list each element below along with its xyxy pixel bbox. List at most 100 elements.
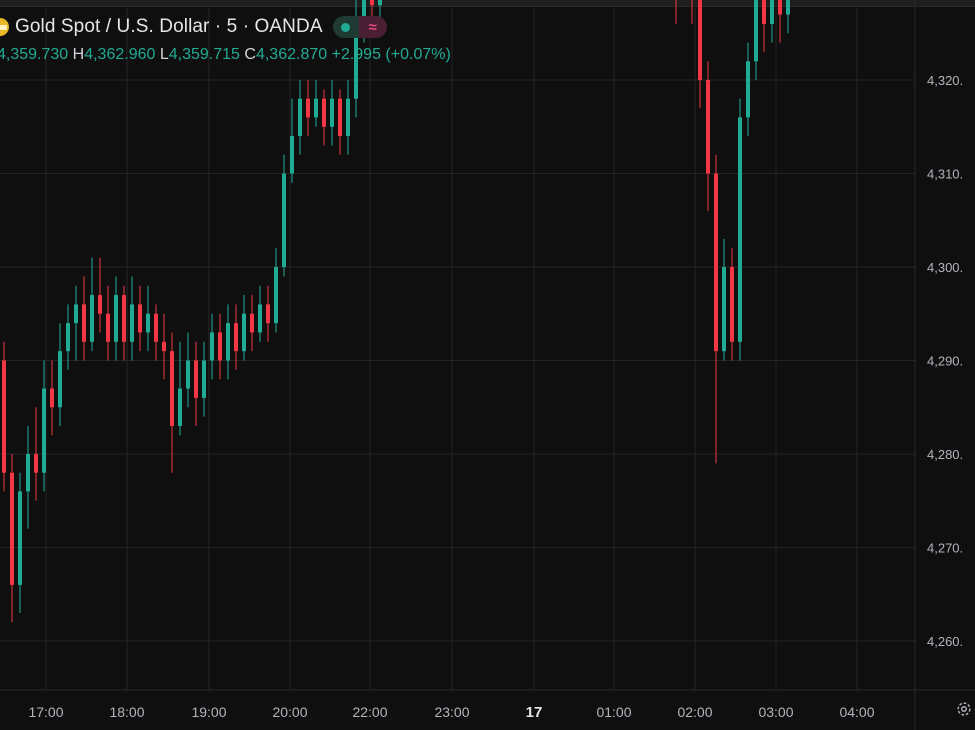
candle-body [338,98,342,137]
gear-icon[interactable] [955,700,973,718]
candle-body [154,313,158,342]
high-label: H [72,46,85,63]
candle-body [306,98,310,118]
candle-body [98,295,102,314]
candle-body [130,304,134,342]
high-value: 4,362.960 [84,46,156,63]
close-value: 4,362.870 [255,46,328,63]
y-tick-label: 4,280. [927,447,963,462]
y-tick-label: 4,310. [927,167,963,182]
candle-series [2,0,790,623]
low-value: 4,359.715 [168,46,240,63]
x-tick-label: 18:00 [109,704,144,720]
indicator-toggle[interactable]: ≈ [358,16,387,38]
candle-body [722,267,726,352]
x-tick-label: 17 [526,704,543,721]
candle-body [242,313,246,352]
candle-body [170,351,174,426]
x-tick-label: 04:00 [839,704,874,720]
x-tick-label: 17:00 [28,704,63,720]
price-axis[interactable]: 4,250 4,260. 4,270. 4,280. 4,290. 4,300. 4,310… [914,0,963,730]
candle-body [162,341,166,352]
status-pill[interactable]: ≈ [332,16,387,38]
top-toolbar-edge [0,0,975,7]
candle-body [346,98,350,137]
candle-body [354,23,358,99]
candle-body [738,117,742,342]
candle-body [314,98,318,118]
candle-body [322,98,326,127]
candle-body [266,304,270,324]
wave-icon: ≈ [368,18,377,36]
x-tick-label: 23:00 [434,704,469,720]
candle-body [714,173,718,352]
x-tick-label: 20:00 [272,704,307,720]
candle-body [370,0,374,6]
x-tick-label: 02:00 [677,704,712,720]
candle-body [274,267,278,324]
candle-body [298,98,302,137]
candle-body [778,0,782,15]
candle-body [18,491,22,585]
ohlc-values: 4,359.730 H4,362.960 L4,359.715 C4,362.8… [0,46,451,64]
x-tick-label: 22:00 [352,704,387,720]
candle-body [138,304,142,333]
y-tick-label: 4,270. [927,541,963,556]
candle-body [290,136,294,174]
candle-body [42,388,46,473]
low-label: L [159,46,169,63]
candle-body [2,360,6,473]
x-tick-label: 01:00 [596,704,631,720]
candle-body [186,360,190,389]
symbol-title[interactable]: Gold Spot / U.S. Dollar · 5 · OANDA [15,16,323,37]
candle-body [362,0,366,24]
candle-body [698,0,702,81]
y-tick-label: 4,300. [927,260,963,275]
candle-body [74,304,78,324]
candle-body [210,332,214,361]
x-tick-label: 19:00 [191,704,226,720]
candle-body [258,304,262,333]
candle-body [90,295,94,342]
candle-body [706,80,710,174]
chart-grid [0,8,915,690]
candle-body [82,304,86,342]
candle-body [10,472,14,585]
candle-body [282,173,286,267]
y-tick-label: 4,320. [927,73,963,88]
candle-body [146,313,150,333]
candle-body [66,323,70,352]
candle-body [34,454,38,473]
candle-body [194,360,198,398]
candle-body [762,0,766,24]
candle-body [786,0,790,15]
candle-body [202,360,206,398]
candle-body [754,0,758,62]
candle-body [730,267,734,342]
candle-body [330,98,334,127]
candle-body [746,61,750,118]
candle-body [58,351,62,408]
candle-body [178,388,182,426]
chart-legend-header: Gold Spot / U.S. Dollar · 5 · OANDA ≈ [0,14,387,40]
candle-body [378,0,382,6]
candle-body [106,313,110,342]
x-tick-label: 03:00 [758,704,793,720]
candle-body [234,323,238,352]
candle-body [50,388,54,408]
gold-symbol-icon [0,18,9,36]
time-axis[interactable]: 17:00 18:00 19:00 20:00 22:00 23:00 17 01:00 02:… [0,689,975,721]
market-status[interactable] [332,16,359,38]
y-tick-label: 4,250 [927,728,960,730]
candle-body [226,323,230,361]
open-value: 4,359.730 [0,46,69,63]
change-value: +2.995 (+0.07%) [331,46,451,63]
market-open-icon [341,22,351,32]
candle-body [114,295,118,342]
candle-body [250,313,254,333]
candle-body [770,0,774,24]
close-label: C [244,46,256,63]
y-tick-label: 4,260. [927,634,963,649]
candle-body [26,454,30,492]
